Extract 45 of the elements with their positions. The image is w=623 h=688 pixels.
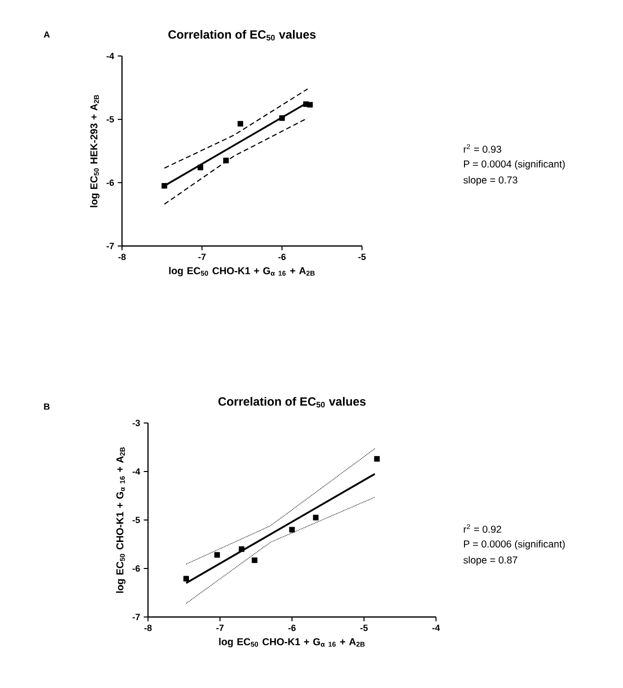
point xyxy=(214,552,220,558)
y-tick-label: -6 xyxy=(132,565,140,572)
y-tick-label: -5 xyxy=(132,516,140,524)
x-tick-label: -8 xyxy=(144,624,152,632)
y-tick-label: -7 xyxy=(106,242,114,250)
point xyxy=(252,557,258,564)
y-tick-label: -4 xyxy=(106,52,114,60)
text: r$^{2}$ = 0.93 xyxy=(464,144,502,153)
y-tick-label: -6 xyxy=(106,179,114,186)
point xyxy=(223,158,229,164)
point xyxy=(162,183,168,189)
x-tick-label: -6 xyxy=(278,254,286,260)
x-tick-label: -5 xyxy=(360,624,368,632)
text: P = 0.0004 (significant) xyxy=(464,160,565,170)
x-axis-title: log EC$_{50}$ CHO-K1 + G$_{α 16}$ + A$_{2B}$ xyxy=(219,638,365,648)
text: B xyxy=(44,404,50,410)
y-axis-title: log EC$_{50}$ CHO-K1 + G$_{α 16}$ + A$_{2B}$ xyxy=(116,447,126,593)
point xyxy=(238,120,244,127)
y-tick-label: -7 xyxy=(132,614,140,620)
text: A xyxy=(44,32,50,38)
text: P = 0.0006 (significant) xyxy=(464,540,565,550)
y-axis-title: log EC$_{50}$ HEK-293 + A$_{2B}$ xyxy=(90,94,100,208)
point xyxy=(238,546,244,552)
text: slope = 0.73 xyxy=(463,176,518,186)
point xyxy=(312,514,319,520)
x-tick-label: -8 xyxy=(118,254,126,260)
x-tick-label: -6 xyxy=(288,624,296,632)
x-axis-title: log EC$_{50}$ CHO-K1 + G$_{α 16}$ + A$_{2B}$ xyxy=(169,266,315,276)
y-tick-label: -5 xyxy=(106,116,114,122)
point xyxy=(198,164,204,170)
point xyxy=(289,526,295,532)
chart-title: Correlation of EC$_{50}$ values xyxy=(168,30,316,40)
text: r$^{2}$ = 0.92 xyxy=(464,524,502,533)
x-tick-label: -5 xyxy=(358,254,366,260)
y-tick-label: -4 xyxy=(132,468,140,475)
chart-title: Correlation of EC$_{50}$ values xyxy=(218,396,366,408)
point xyxy=(374,456,380,462)
point xyxy=(307,102,313,108)
text: slope = 0.87 xyxy=(463,556,518,566)
x-tick-label: -7 xyxy=(198,254,206,260)
x-tick-label: -4 xyxy=(432,624,440,631)
y-tick-label: -3 xyxy=(132,420,140,426)
x-tick-label: -7 xyxy=(216,624,224,631)
point xyxy=(183,576,189,582)
point xyxy=(279,115,285,121)
